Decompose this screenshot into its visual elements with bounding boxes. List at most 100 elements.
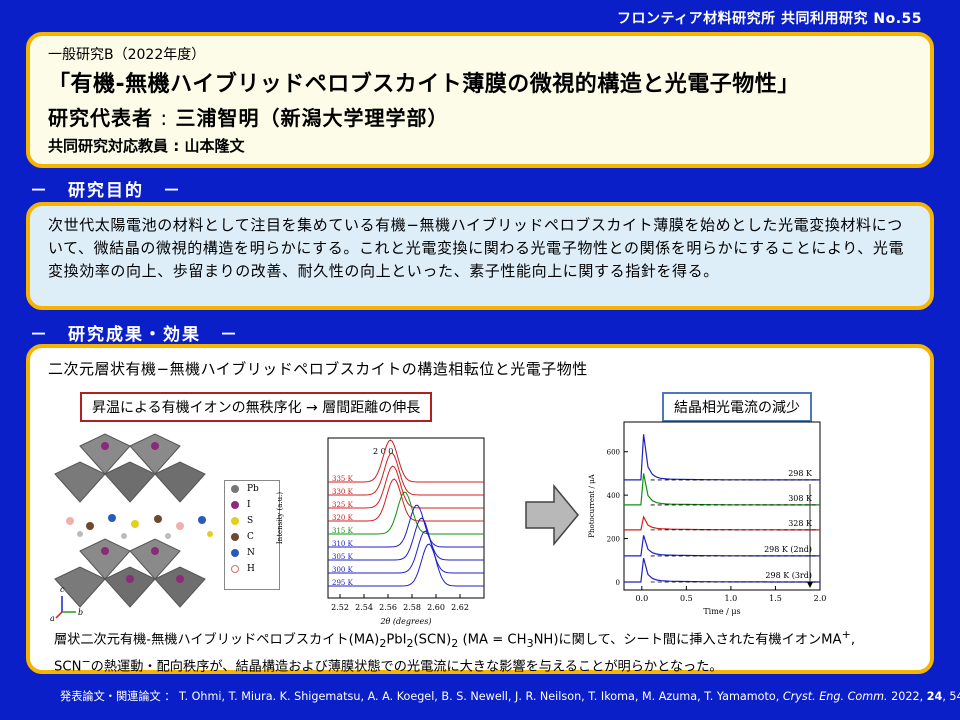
legend-i: I (225, 497, 279, 513)
photocurrent-chart: 0.0 0.5 1.0 1.5 2.0 0 200 400 600 Time / μs Photoc… (588, 421, 827, 616)
octahedra-layer-bottom (54, 442, 206, 608)
pc-series-label: 328 K (788, 519, 813, 528)
pi-name: 三浦智明（新潟大学理学部） (175, 106, 449, 130)
collaborator: 共同研究対応教員 : 山本隆文 (48, 135, 912, 156)
pc-x-tick-label: 1.5 (769, 594, 782, 603)
xrd-series-line (328, 439, 484, 483)
xrd-series-label: 315 K (332, 527, 354, 535)
xrd-x-tick-label: 2.56 (379, 603, 397, 612)
xrd-series-line (328, 452, 484, 496)
results-heading: － 研究成果・効果 － (30, 325, 239, 345)
pc-y-axis-label: Photocurrent / μA (588, 473, 596, 537)
legend-s: S (225, 513, 279, 529)
pc-series-line (624, 515, 820, 531)
footer-label: 発表論文・関連論文 ： (60, 690, 176, 703)
xrd-series-label: 300 K (332, 566, 354, 574)
xrd-x-tick-label: 2.60 (427, 603, 445, 612)
principal-investigator: 研究代表者 : 三浦智明（新潟大学理学部） (48, 102, 912, 131)
pi-colon: : (153, 106, 176, 130)
title-panel: 一般研究B（2022年度） 「有機-無機ハイブリッドペロブスカイト薄膜の微視的構… (26, 32, 934, 168)
pc-plot-frame (623, 421, 821, 591)
legend-h: H (225, 561, 279, 577)
xrd-series-label: 305 K (332, 553, 354, 561)
photocurrent-box: 結晶相光電流の減少 (662, 392, 812, 422)
pc-series-line (624, 434, 820, 481)
xrd-series-line (328, 465, 484, 509)
collab-colon: : (168, 137, 185, 155)
legend-n: N (225, 545, 279, 561)
footer-authors: T. Ohmi, T. Miura. K. Shigematsu, A. A. … (175, 690, 783, 703)
xrd-series-label: 310 K (332, 540, 354, 548)
pc-y-tick-label: 400 (607, 492, 620, 500)
pc-series-label: 298 K (3rd) (765, 571, 812, 580)
pc-series-label: 298 K (788, 469, 813, 478)
purpose-text: 次世代太陽電池の材料として注目を集めている有機−無機ハイブリッドペロブスカイト薄… (48, 216, 905, 280)
axis-a-label: a (50, 614, 55, 622)
pc-y-tick-label: 600 (607, 449, 620, 457)
pc-x-tick-label: 1.0 (725, 594, 738, 603)
organic-layer (66, 514, 213, 539)
xrd-peak-label: 2 0 0 (373, 447, 393, 456)
pc-trend-arrowhead (807, 582, 813, 588)
collab-name: 山本隆文 (184, 137, 245, 155)
xrd-y-axis-label: Intensity (a.u.) (276, 492, 284, 544)
xrd-series-line (328, 517, 484, 561)
caption-line-2: SCN−の熱運動・配向秩序が、結晶構造および薄膜状態での光電流に大きな影響を与え… (54, 655, 723, 675)
xrd-series-line (328, 530, 484, 574)
xrd-x-tick-label: 2.58 (403, 603, 421, 612)
caption-line-1: 層状二次元有機-無機ハイブリッドペロブスカイト(MA)2PbI2(SCN)2 (… (54, 628, 856, 651)
n-dot-icon (231, 549, 239, 557)
results-panel: 二次元層状有機−無機ハイブリッドペロブスカイトの構造相転位と光電子物性 昇温によ… (26, 344, 934, 674)
results-caption: 層状二次元有機-無機ハイブリッドペロブスカイト(MA)2PbI2(SCN)2 (… (54, 626, 855, 676)
collab-label: 共同研究対応教員 (48, 137, 169, 155)
octahedra-layer-top (54, 433, 206, 503)
xrd-series-label: 335 K (332, 475, 354, 483)
axis-c-label: c (60, 585, 65, 594)
xrd-series-line (328, 478, 484, 522)
i-dot-icon (231, 501, 239, 509)
axis-indicator: c a b (50, 585, 83, 622)
pc-series-line (624, 473, 820, 506)
h-dot-icon (231, 565, 239, 573)
pc-y-tick-label: 0 (616, 579, 620, 587)
footer-volume: 24 (926, 690, 943, 703)
results-subtitle: 二次元層状有機−無機ハイブリッドペロブスカイトの構造相転位と光電子物性 (48, 360, 588, 378)
xrd-chart: 2.52 2.54 2.56 2.58 2.60 2.62 2θ (degrees) Inte… (276, 437, 485, 626)
pc-series-label: 308 K (788, 494, 813, 503)
page-title: 「有機-無機ハイブリッドペロブスカイト薄膜の微視的構造と光電子物性」 (48, 72, 800, 97)
xrd-series-label: 330 K (332, 488, 354, 496)
xrd-x-tick-label: 2.62 (451, 603, 469, 612)
legend-c: C (225, 529, 279, 545)
pc-x-tick-label: 0.0 (635, 594, 648, 603)
header-tag: フロンティア材料研究所 共同利用研究 No.55 (616, 11, 922, 27)
pb-dot-icon (231, 485, 239, 493)
footer-pages: , 5428. (942, 690, 960, 703)
pc-x-axis-label: Time / μs (703, 607, 740, 616)
xrd-series-label: 325 K (332, 501, 354, 509)
xrd-x-axis-label: 2θ (degrees) (379, 617, 431, 626)
pc-x-tick-label: 0.5 (680, 594, 693, 603)
xrd-series-label: 295 K (332, 579, 354, 587)
atom-legend: Pb I S C N H (224, 480, 280, 590)
xrd-series-line (328, 504, 484, 548)
footer-journal: Cryst. Eng. Comm. (782, 690, 888, 703)
legend-pb: Pb (225, 481, 279, 497)
purpose-heading: － 研究目的 － (30, 181, 182, 201)
xrd-series-line (328, 543, 484, 587)
pi-label: 研究代表者 (48, 106, 153, 130)
right-arrow-icon (525, 483, 579, 547)
pc-y-tick-label: 200 (607, 536, 620, 544)
category-label: 一般研究B（2022年度） (48, 47, 206, 63)
pc-series-label: 298 K (2nd) (764, 545, 812, 554)
xrd-plot-frame (327, 437, 485, 599)
purpose-panel: 次世代太陽電池の材料として注目を集めている有機−無機ハイブリッドペロブスカイト薄… (26, 202, 934, 310)
xrd-series-line (328, 491, 484, 535)
footer-reference: 発表論文・関連論文 ： T. Ohmi, T. Miura. K. Shigem… (60, 688, 960, 704)
phase-transition-box: 昇温による有機イオンの無秩序化 → 層間距離の伸長 (80, 392, 433, 422)
xrd-x-tick-label: 2.54 (355, 603, 373, 612)
pc-x-tick-label: 2.0 (814, 594, 827, 603)
pc-series-line (624, 535, 820, 557)
c-dot-icon (231, 533, 239, 541)
footer-year: 2022, (887, 690, 927, 703)
axis-b-label: b (78, 608, 83, 617)
